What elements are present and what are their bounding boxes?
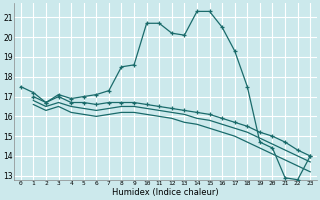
X-axis label: Humidex (Indice chaleur): Humidex (Indice chaleur) — [112, 188, 219, 197]
